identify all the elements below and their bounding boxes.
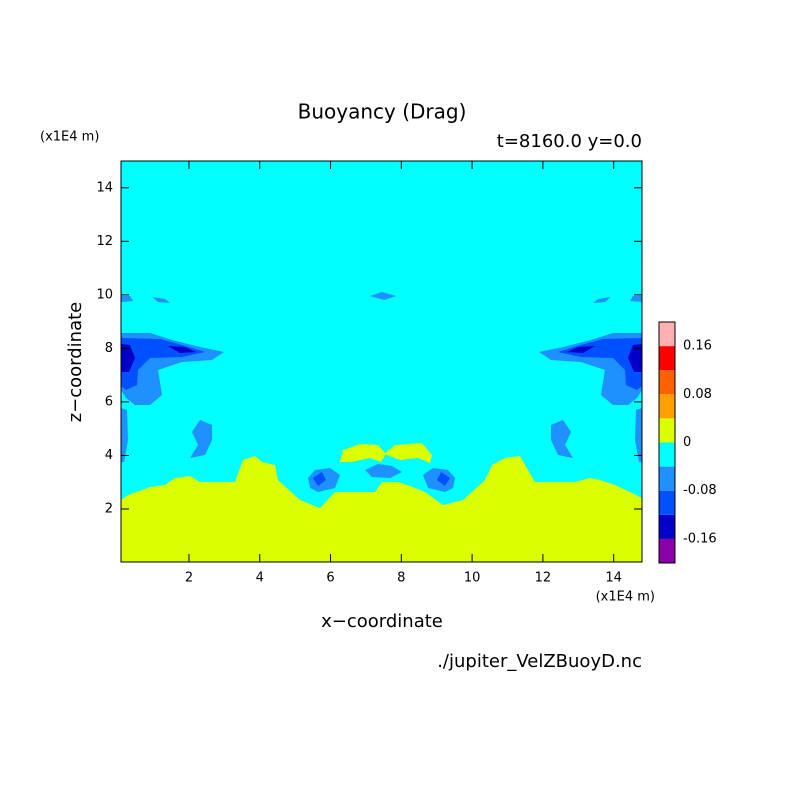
chart-title: Buoyancy (Drag) bbox=[298, 100, 467, 124]
right-features bbox=[423, 296, 642, 492]
x-tick-label: 2 bbox=[185, 571, 193, 586]
contour-region bbox=[121, 408, 128, 462]
colorbar-frame bbox=[658, 321, 676, 564]
contour-region bbox=[567, 346, 595, 353]
contour-region bbox=[384, 443, 432, 463]
contour-region bbox=[121, 296, 133, 302]
y-tick-label: 4 bbox=[105, 448, 113, 463]
x-tick-label: 12 bbox=[535, 571, 552, 586]
contour-region bbox=[365, 464, 402, 478]
subtitle: t=8160.0 y=0.0 bbox=[497, 131, 642, 152]
colorbar-box bbox=[659, 466, 675, 491]
colorbar-box bbox=[659, 418, 675, 443]
colorbar-box bbox=[659, 394, 675, 419]
colorbar-box bbox=[659, 490, 675, 515]
contour-region bbox=[551, 420, 573, 458]
y-axis-label: z−coordinate bbox=[65, 302, 86, 423]
y-tick-label: 14 bbox=[96, 180, 113, 195]
x-axis-label: x−coordinate bbox=[321, 611, 443, 632]
source-file: ./jupiter_VelZBuoyD.nc bbox=[437, 651, 642, 672]
left-features bbox=[121, 296, 340, 492]
x-tick-label: 4 bbox=[256, 571, 264, 586]
contour-region bbox=[370, 292, 396, 300]
x-tick-label: 8 bbox=[397, 571, 405, 586]
contour-region bbox=[340, 444, 386, 462]
contour-region bbox=[121, 456, 642, 562]
colorbar-box bbox=[659, 370, 675, 395]
contour-region bbox=[313, 472, 326, 486]
y-unit: (x1E4 m) bbox=[40, 130, 99, 145]
contour-region bbox=[437, 472, 450, 486]
colorbar-label: 0 bbox=[683, 435, 691, 450]
contour-region bbox=[593, 297, 611, 303]
colorbar-label: -0.08 bbox=[683, 483, 717, 498]
contour-region bbox=[168, 346, 196, 353]
contour-region bbox=[635, 408, 642, 462]
contour-region bbox=[152, 297, 170, 303]
contour-field bbox=[121, 161, 642, 562]
colorbar-box bbox=[659, 322, 675, 347]
y-tick-label: 6 bbox=[105, 394, 113, 409]
colorbar-label: 0.08 bbox=[683, 387, 712, 402]
x-unit: (x1E4 m) bbox=[596, 590, 655, 605]
colorbar-box bbox=[659, 346, 675, 371]
x-tick-label: 10 bbox=[464, 571, 481, 586]
colorbar-label: 0.16 bbox=[683, 339, 712, 354]
colorbar-box bbox=[659, 442, 675, 467]
contour-region bbox=[628, 344, 642, 372]
colorbar-box bbox=[659, 538, 675, 563]
contour-region bbox=[630, 296, 642, 302]
contour-region bbox=[190, 420, 212, 458]
contour-region bbox=[121, 344, 135, 372]
colorbar-box bbox=[659, 514, 675, 539]
y-tick-label: 2 bbox=[105, 501, 113, 516]
y-tick-label: 10 bbox=[96, 287, 113, 302]
y-tick-label: 8 bbox=[105, 341, 113, 356]
x-tick-label: 14 bbox=[605, 571, 622, 586]
colorbar-label: -0.16 bbox=[683, 531, 717, 546]
plot-frame bbox=[120, 160, 643, 563]
x-tick-label: 6 bbox=[326, 571, 334, 586]
y-tick-label: 12 bbox=[96, 234, 113, 249]
